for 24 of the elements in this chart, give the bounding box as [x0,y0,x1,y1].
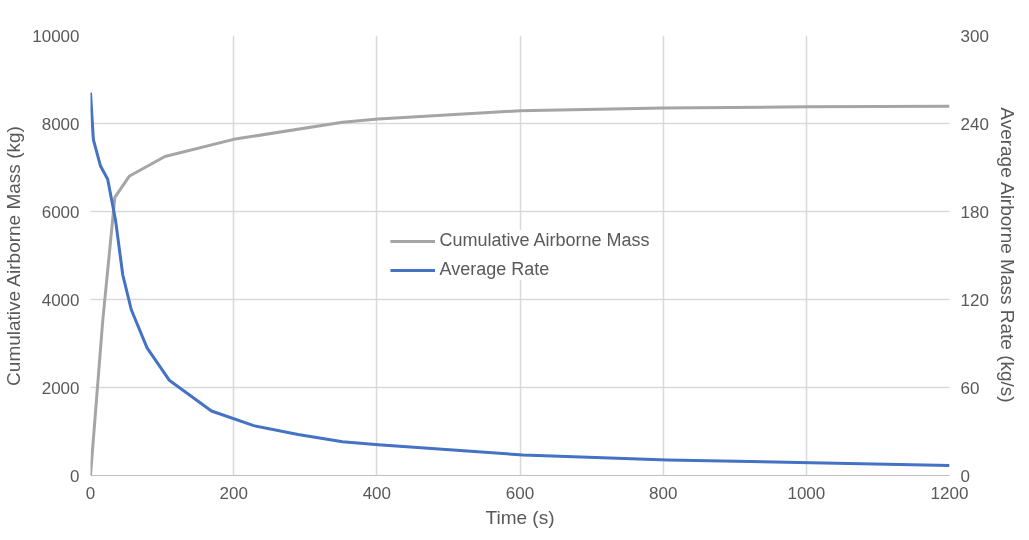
y-tick-label: 0 [70,466,80,486]
y2-axis-title: Average Airborne Mass Rate (kg/s) [996,107,1018,403]
x-tick-label: 0 [85,483,96,503]
x-tick-label: 1000 [787,483,826,503]
y2-tick-label: 120 [960,290,989,310]
y2-tick-label: 0 [960,466,970,486]
x-tick-label: 1200 [930,483,969,503]
x-tick-label: 800 [648,483,678,503]
y-tick-label: 8000 [41,114,80,134]
legend-label: Average Rate [439,259,550,280]
x-tick-label: 200 [219,483,248,503]
y2-tick-label: 60 [960,378,980,398]
y-tick-label: 2000 [41,378,80,398]
y2-tick-label: 300 [960,26,989,46]
y-tick-label: 6000 [41,202,80,222]
y-axis-title: Cumulative Airborne Mass (kg) [3,126,25,386]
legend-label: Cumulative Airborne Mass [439,230,650,251]
y2-tick-label: 240 [960,114,989,134]
y-tick-label: 4000 [41,290,80,310]
x-tick-label: 600 [505,483,535,503]
y-tick-label: 10000 [32,26,80,46]
x-tick-label: 400 [362,483,392,503]
x-axis-title: Time (s) [485,506,555,528]
y2-tick-label: 180 [960,202,989,222]
